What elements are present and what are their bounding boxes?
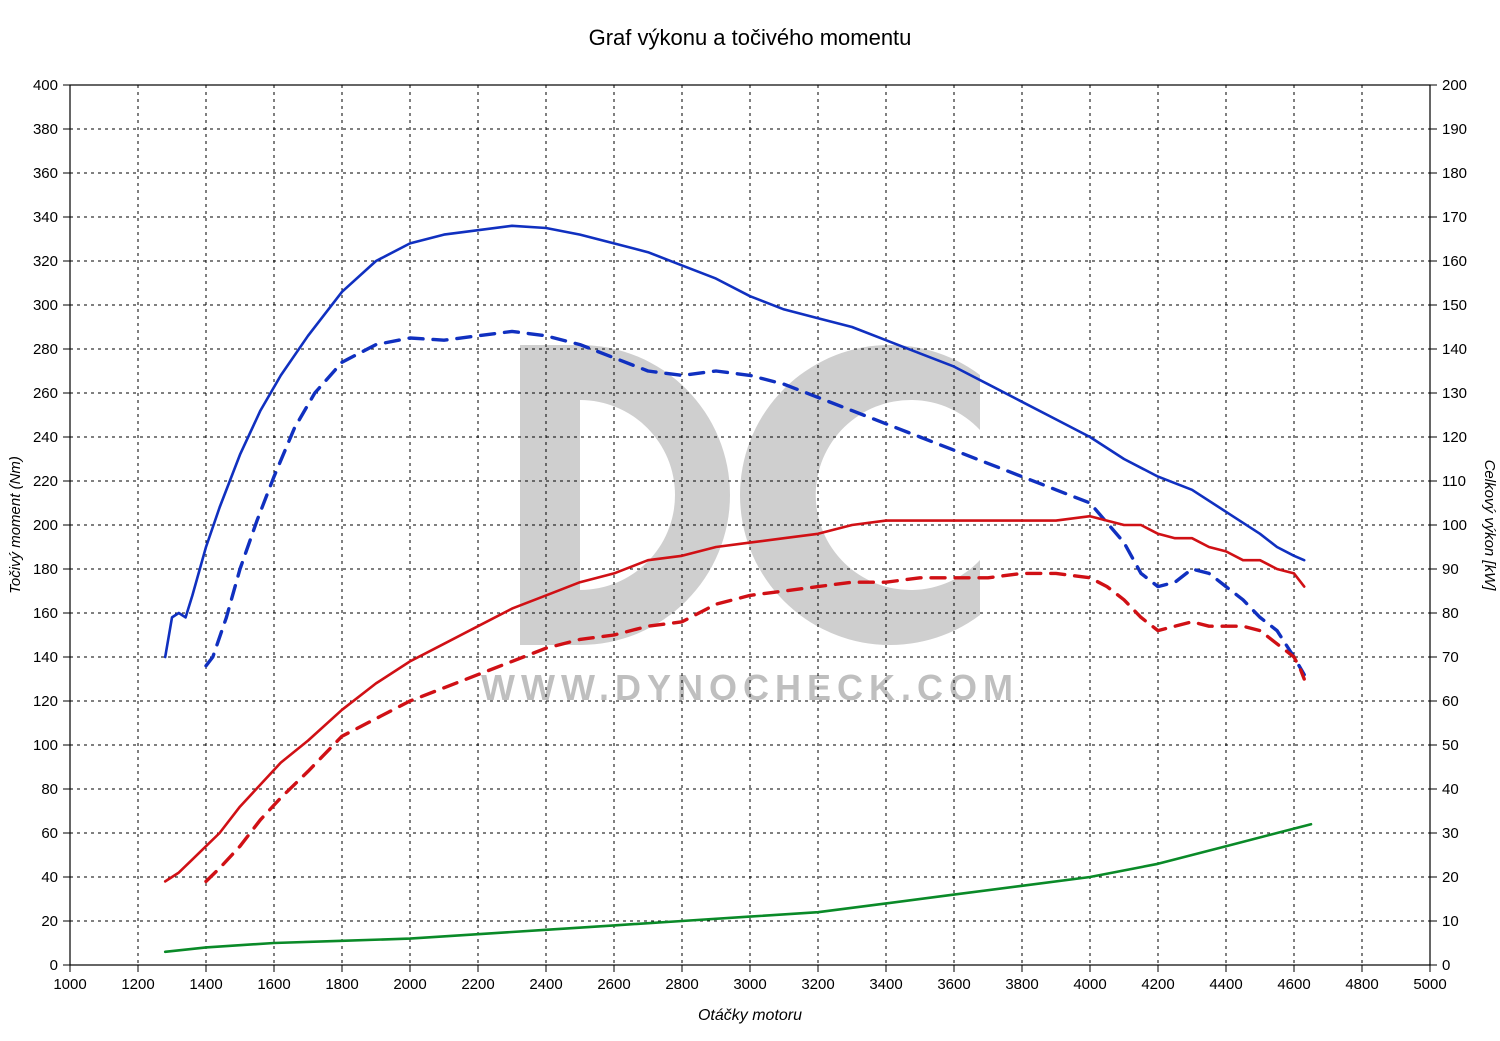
x-tick-label: 2400 <box>529 976 562 993</box>
x-tick-label: 1000 <box>53 976 86 993</box>
yl-tick-label: 180 <box>33 561 58 578</box>
x-tick-label: 3000 <box>733 976 766 993</box>
x-tick-label: 3200 <box>801 976 834 993</box>
yr-tick-label: 60 <box>1442 693 1459 710</box>
yr-tick-label: 160 <box>1442 253 1467 270</box>
yl-tick-label: 380 <box>33 121 58 138</box>
yl-tick-label: 260 <box>33 385 58 402</box>
yr-tick-label: 80 <box>1442 605 1459 622</box>
yr-tick-label: 200 <box>1442 77 1467 94</box>
yl-tick-label: 140 <box>33 649 58 666</box>
yr-tick-label: 30 <box>1442 825 1459 842</box>
chart-title: Graf výkonu a točivého momentu <box>589 25 912 50</box>
x-tick-label: 4600 <box>1277 976 1310 993</box>
x-tick-label: 1200 <box>121 976 154 993</box>
yr-tick-label: 20 <box>1442 869 1459 886</box>
x-tick-label: 3800 <box>1005 976 1038 993</box>
x-tick-label: 3600 <box>937 976 970 993</box>
yl-tick-label: 20 <box>41 913 58 930</box>
x-tick-label: 2000 <box>393 976 426 993</box>
x-tick-label: 2800 <box>665 976 698 993</box>
yl-tick-label: 220 <box>33 473 58 490</box>
yr-tick-label: 130 <box>1442 385 1467 402</box>
yl-tick-label: 340 <box>33 209 58 226</box>
yr-tick-label: 190 <box>1442 121 1467 138</box>
x-tick-label: 3400 <box>869 976 902 993</box>
yr-tick-label: 10 <box>1442 913 1459 930</box>
y-left-axis-label: Točivý moment (Nm) <box>7 456 24 594</box>
yr-tick-label: 150 <box>1442 297 1467 314</box>
yl-tick-label: 320 <box>33 253 58 270</box>
yl-tick-label: 300 <box>33 297 58 314</box>
yr-tick-label: 100 <box>1442 517 1467 534</box>
yr-tick-label: 110 <box>1442 473 1466 490</box>
yl-tick-label: 200 <box>33 517 58 534</box>
x-tick-label: 4400 <box>1209 976 1242 993</box>
yr-tick-label: 50 <box>1442 737 1459 754</box>
x-tick-label: 4800 <box>1345 976 1378 993</box>
yl-tick-label: 240 <box>33 429 58 446</box>
yl-tick-label: 120 <box>33 693 58 710</box>
yl-tick-label: 80 <box>41 781 58 798</box>
x-tick-label: 1400 <box>189 976 222 993</box>
yl-tick-label: 400 <box>33 77 58 94</box>
x-tick-label: 4200 <box>1141 976 1174 993</box>
yr-tick-label: 120 <box>1442 429 1467 446</box>
yl-tick-label: 100 <box>33 737 58 754</box>
yl-tick-label: 40 <box>41 869 58 886</box>
dyno-chart: WWW.DYNOCHECK.COM10001200140016001800200… <box>0 0 1500 1041</box>
x-tick-label: 1600 <box>257 976 290 993</box>
x-tick-label: 5000 <box>1413 976 1446 993</box>
yr-tick-label: 140 <box>1442 341 1467 358</box>
yr-tick-label: 180 <box>1442 165 1467 182</box>
yl-tick-label: 0 <box>50 957 58 974</box>
yl-tick-label: 160 <box>33 605 58 622</box>
x-tick-label: 1800 <box>325 976 358 993</box>
yl-tick-label: 280 <box>33 341 58 358</box>
x-tick-label: 2200 <box>461 976 494 993</box>
yr-tick-label: 170 <box>1442 209 1467 226</box>
yr-tick-label: 40 <box>1442 781 1459 798</box>
yr-tick-label: 0 <box>1442 957 1450 974</box>
x-tick-label: 2600 <box>597 976 630 993</box>
x-tick-label: 4000 <box>1073 976 1106 993</box>
yl-tick-label: 360 <box>33 165 58 182</box>
y-right-axis-label: Celkový výkon [kW] <box>1481 460 1498 592</box>
yr-tick-label: 70 <box>1442 649 1459 666</box>
yl-tick-label: 60 <box>41 825 58 842</box>
x-axis-label: Otáčky motoru <box>698 1007 802 1024</box>
chart-svg: WWW.DYNOCHECK.COM10001200140016001800200… <box>0 0 1500 1041</box>
yr-tick-label: 90 <box>1442 561 1459 578</box>
